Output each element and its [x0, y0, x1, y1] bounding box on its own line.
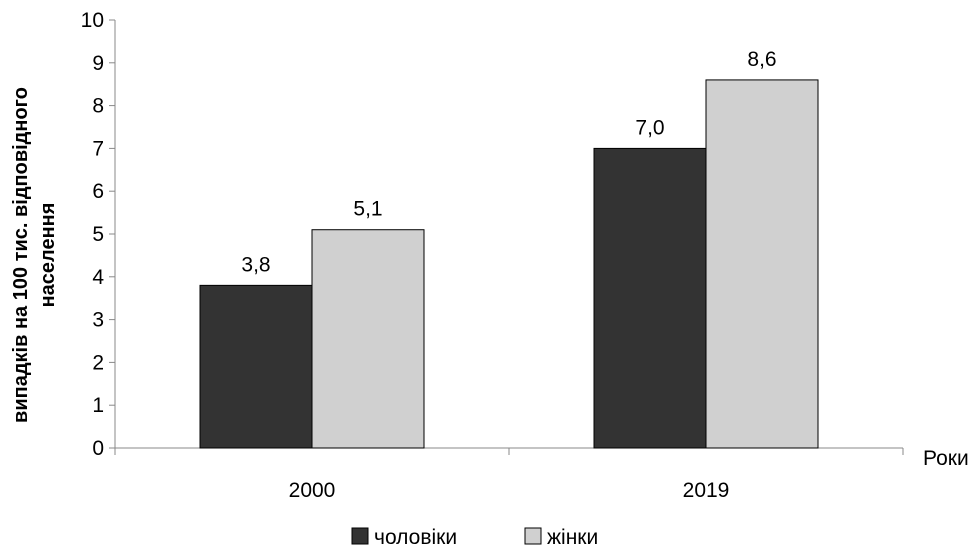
y-tick-label: 7 — [92, 137, 104, 160]
legend-item-men: чоловіки — [351, 526, 457, 549]
bar — [311, 229, 425, 449]
y-tick-label: 10 — [81, 9, 104, 32]
legend-label-women: жінки — [547, 526, 598, 549]
bar-value-label: 5,1 — [353, 198, 382, 221]
y-tick-label: 0 — [92, 437, 104, 460]
legend-swatch-men — [351, 527, 369, 545]
bar — [705, 79, 819, 449]
y-tick-label: 3 — [92, 309, 104, 332]
y-tick-label: 8 — [92, 95, 104, 118]
y-tick-label: 4 — [92, 266, 104, 289]
bar-value-label: 3,8 — [241, 253, 270, 276]
bar — [593, 147, 707, 449]
legend-item-women: жінки — [524, 526, 598, 549]
bars — [199, 79, 819, 449]
legend-swatch-women — [524, 527, 542, 545]
x-tick-label: 2019 — [683, 479, 730, 502]
bar-value-label: 8,6 — [747, 48, 776, 71]
bar-value-label: 7,0 — [635, 116, 664, 139]
y-tick-label: 9 — [92, 52, 104, 75]
y-axis-title-line1: випадків на 100 тис. відповідного — [10, 87, 32, 423]
legend-label-men: чоловіки — [374, 526, 457, 549]
bar — [199, 284, 313, 449]
value-labels: 3,8 5,1 7,0 8,6 — [241, 48, 776, 276]
y-axis-title: випадків на 100 тис. відповідного населе… — [10, 87, 59, 423]
y-axis-title-line2: населення — [37, 203, 59, 308]
y-tick-label: 2 — [92, 351, 104, 374]
x-axis-title: Роки — [923, 447, 969, 470]
y-tick-label: 6 — [92, 180, 104, 203]
legend: чоловіки жінки — [351, 526, 598, 549]
y-tick-label: 5 — [92, 223, 104, 246]
y-tick-label: 1 — [92, 394, 104, 417]
x-tick-label: 2000 — [289, 479, 336, 502]
